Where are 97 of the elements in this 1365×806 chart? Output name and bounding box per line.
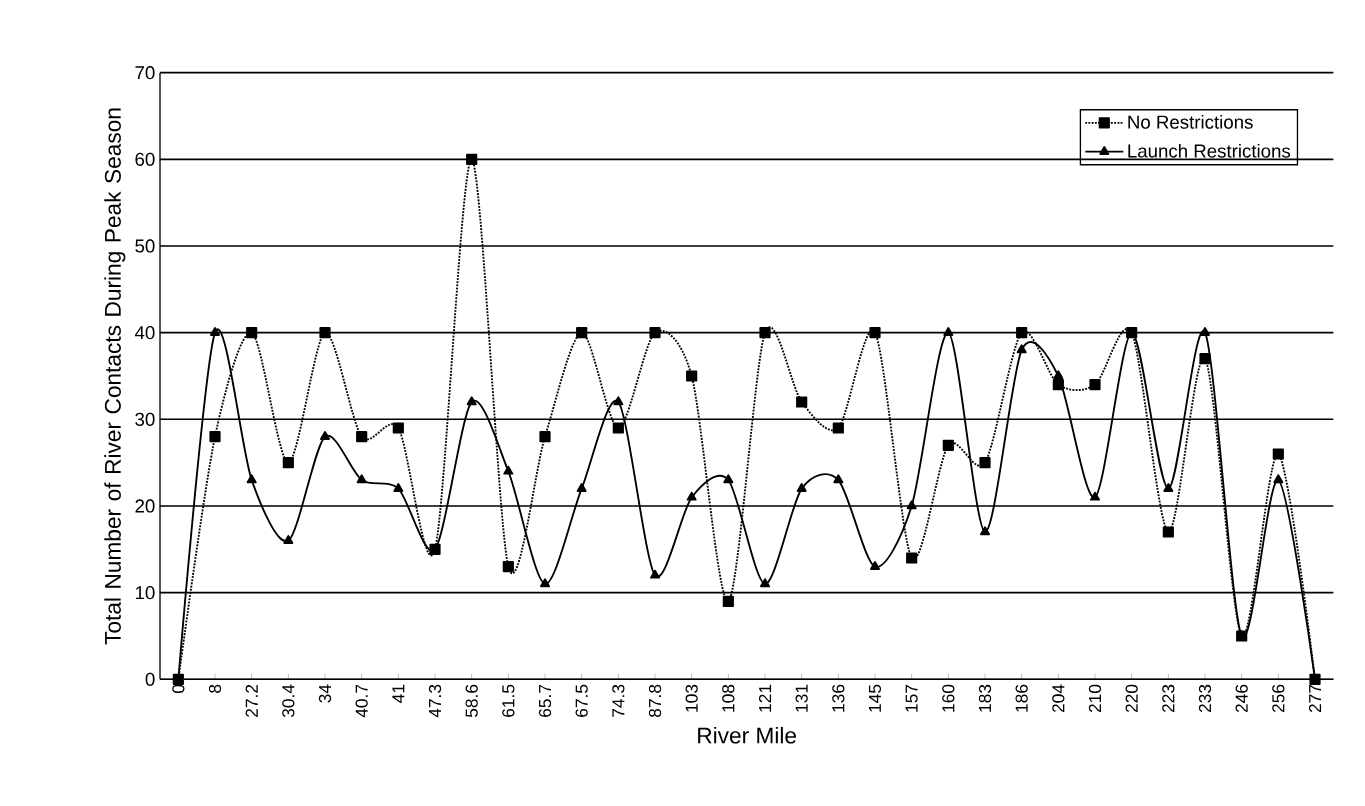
point bbox=[870, 561, 880, 570]
point bbox=[356, 431, 368, 443]
point bbox=[1090, 491, 1100, 501]
y-tick-label: 10 bbox=[135, 586, 155, 600]
point bbox=[906, 552, 918, 564]
x-tick-label: 40.7 bbox=[355, 684, 368, 718]
point bbox=[503, 465, 514, 475]
point bbox=[1052, 379, 1064, 391]
x-tick-label: 108 bbox=[722, 684, 735, 712]
x-tick-label: 34 bbox=[318, 684, 332, 703]
point bbox=[649, 327, 661, 339]
point bbox=[722, 595, 734, 607]
point bbox=[356, 474, 367, 484]
point bbox=[979, 457, 991, 469]
x-tick-label: 74.3 bbox=[612, 684, 625, 717]
point bbox=[1089, 379, 1101, 391]
y-axis-title: Total Number of River Contacts During Peak Season bbox=[104, 108, 126, 645]
y-tick-label: 30 bbox=[135, 412, 155, 426]
point bbox=[686, 370, 698, 382]
legend-label: No Restrictions bbox=[1128, 115, 1253, 129]
x-tick-label: 58.6 bbox=[465, 684, 478, 718]
point bbox=[686, 491, 697, 501]
point bbox=[392, 422, 404, 434]
point bbox=[942, 439, 954, 451]
x-tick-label: 277 bbox=[1308, 684, 1322, 713]
x-tick-label: 65.7 bbox=[538, 684, 552, 717]
point bbox=[1272, 448, 1284, 460]
y-tick-label: 40 bbox=[134, 326, 155, 340]
point bbox=[906, 500, 917, 510]
point bbox=[613, 396, 624, 406]
point bbox=[320, 431, 330, 440]
x-tick-label: 8 bbox=[208, 684, 222, 693]
x-tick-label: 67.5 bbox=[575, 684, 588, 717]
point bbox=[759, 327, 771, 339]
x-tick-label: 47.3 bbox=[428, 684, 442, 718]
x-tick-label: 131 bbox=[795, 684, 808, 712]
point bbox=[210, 327, 220, 336]
point bbox=[650, 569, 660, 579]
y-tick-label: 70 bbox=[135, 66, 155, 80]
x-axis-title: River Mile bbox=[698, 726, 797, 744]
point bbox=[833, 474, 844, 484]
point bbox=[319, 327, 331, 339]
point bbox=[796, 396, 808, 408]
x-tick-label: 157 bbox=[905, 684, 918, 712]
x-tick-label: 87.8 bbox=[648, 684, 662, 718]
point bbox=[1199, 353, 1211, 365]
point bbox=[1273, 474, 1284, 484]
x-tick-label: 204 bbox=[1052, 684, 1065, 713]
point bbox=[576, 483, 587, 492]
x-tick-label: 220 bbox=[1125, 684, 1138, 713]
x-tick-label: 61.5 bbox=[502, 684, 515, 717]
x-tick-label: 210 bbox=[1088, 684, 1102, 713]
point bbox=[1200, 327, 1210, 336]
x-tick-label: 27.2 bbox=[245, 684, 258, 717]
point bbox=[943, 327, 954, 336]
point bbox=[393, 483, 404, 492]
point bbox=[466, 396, 477, 406]
point bbox=[1016, 344, 1027, 354]
y-tick-label: 60 bbox=[135, 152, 155, 166]
x-tick-label: 121 bbox=[758, 684, 772, 712]
point bbox=[869, 327, 881, 339]
point bbox=[612, 422, 624, 434]
point bbox=[283, 535, 294, 544]
x-tick-label: 30.4 bbox=[282, 684, 295, 718]
point bbox=[502, 561, 514, 573]
point bbox=[723, 474, 734, 484]
x-tick-label: 0 bbox=[172, 684, 185, 693]
y-tick-label: 50 bbox=[135, 239, 155, 253]
x-tick-label: 103 bbox=[685, 684, 698, 712]
legend-label: Launch Restrictions bbox=[1128, 143, 1291, 158]
point bbox=[1162, 526, 1174, 538]
x-tick-label: 256 bbox=[1272, 684, 1285, 713]
x-tick-label: 233 bbox=[1198, 684, 1212, 713]
x-tick-label: 41 bbox=[392, 684, 405, 703]
point bbox=[832, 422, 844, 434]
x-tick-label: 223 bbox=[1162, 684, 1175, 713]
point bbox=[760, 578, 770, 588]
point bbox=[576, 327, 588, 339]
x-tick-label: 246 bbox=[1235, 684, 1248, 713]
point bbox=[540, 578, 550, 588]
x-tick-label: 186 bbox=[1015, 684, 1028, 712]
y-tick-label: 20 bbox=[135, 499, 155, 513]
point bbox=[980, 526, 990, 536]
x-tick-label: 145 bbox=[868, 684, 882, 712]
point bbox=[246, 327, 258, 339]
point bbox=[539, 431, 551, 443]
point bbox=[466, 153, 478, 165]
x-tick-label: 136 bbox=[832, 684, 845, 712]
point bbox=[1016, 327, 1028, 339]
point bbox=[282, 457, 294, 469]
point bbox=[246, 474, 257, 484]
point bbox=[796, 483, 807, 492]
point bbox=[1053, 370, 1064, 380]
x-tick-label: 183 bbox=[978, 684, 992, 712]
point bbox=[209, 431, 221, 443]
point bbox=[1163, 483, 1174, 492]
x-tick-label: 160 bbox=[942, 684, 955, 712]
